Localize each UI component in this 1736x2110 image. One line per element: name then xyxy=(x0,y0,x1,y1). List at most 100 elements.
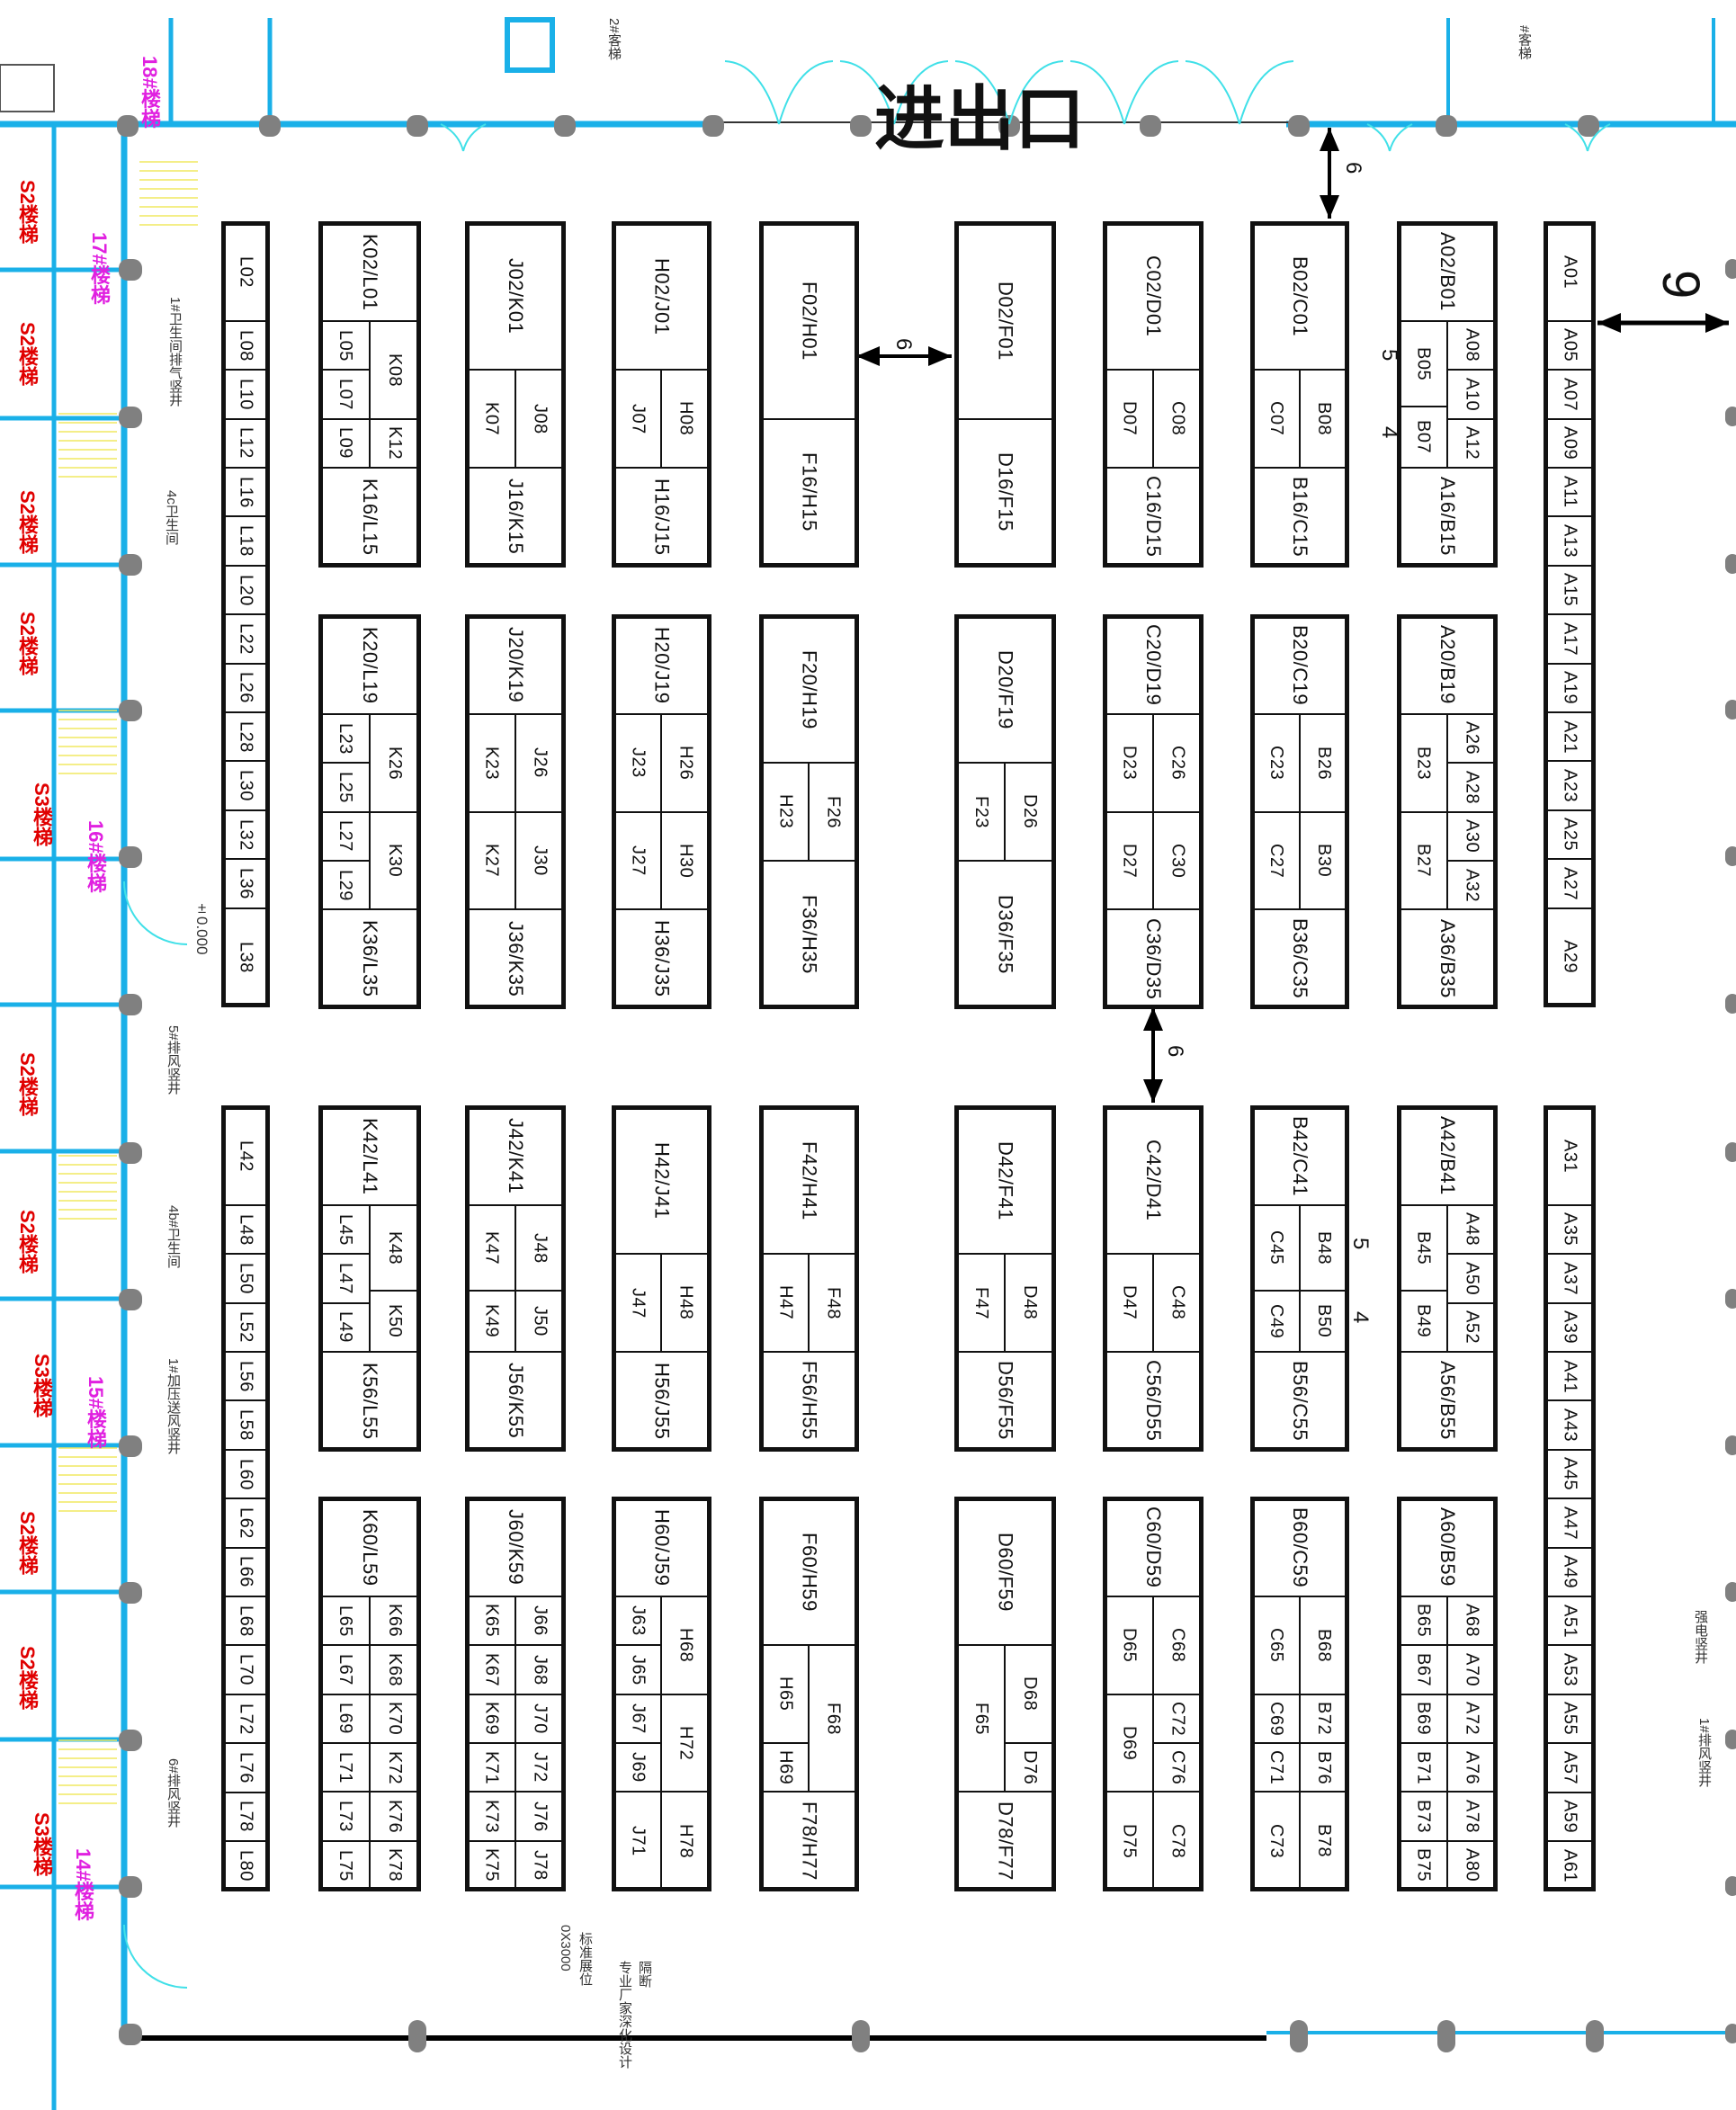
booth[interactable]: F16/H15 xyxy=(760,417,858,567)
booth[interactable]: A21 xyxy=(1544,711,1595,763)
booth[interactable]: J65 xyxy=(613,1644,663,1695)
booth[interactable]: B78 xyxy=(1298,1791,1348,1891)
booth[interactable]: F68 xyxy=(808,1644,858,1793)
booth[interactable]: A52 xyxy=(1445,1301,1497,1353)
booth[interactable]: A19 xyxy=(1544,662,1595,713)
booth[interactable]: A01 xyxy=(1544,222,1595,322)
booth[interactable]: K12 xyxy=(368,417,420,469)
booth[interactable]: K66 xyxy=(368,1595,420,1647)
booth[interactable]: K70 xyxy=(368,1693,420,1744)
booth[interactable]: L27 xyxy=(319,810,371,862)
booth[interactable]: F20/H19 xyxy=(760,615,858,764)
booth[interactable]: L26 xyxy=(222,662,269,713)
booth[interactable]: B27 xyxy=(1398,810,1449,911)
booth[interactable]: A26 xyxy=(1445,712,1497,764)
booth[interactable]: J78 xyxy=(514,1839,565,1891)
booth[interactable]: A05 xyxy=(1544,319,1595,371)
booth[interactable]: J16/K15 xyxy=(466,467,565,567)
booth[interactable]: L50 xyxy=(222,1253,269,1304)
booth[interactable]: A31 xyxy=(1544,1106,1595,1206)
booth[interactable]: B07 xyxy=(1398,406,1449,469)
booth[interactable]: A09 xyxy=(1544,417,1595,469)
booth[interactable]: A55 xyxy=(1544,1693,1595,1745)
booth[interactable]: K08 xyxy=(368,319,420,420)
booth[interactable]: L07 xyxy=(319,369,371,420)
booth[interactable]: J68 xyxy=(514,1644,565,1695)
booth[interactable]: C16/D15 xyxy=(1104,467,1203,567)
booth[interactable]: B16/C15 xyxy=(1251,467,1348,567)
booth[interactable]: B20/C19 xyxy=(1251,615,1348,715)
booth[interactable]: H48 xyxy=(660,1253,711,1353)
booth[interactable]: K36/L35 xyxy=(319,908,420,1009)
booth[interactable]: D16/F15 xyxy=(955,417,1055,567)
booth[interactable]: J76 xyxy=(514,1791,565,1842)
booth[interactable]: B65 xyxy=(1398,1595,1449,1647)
booth[interactable]: C78 xyxy=(1151,1791,1203,1891)
booth[interactable]: F56/H55 xyxy=(760,1351,858,1451)
booth[interactable]: L18 xyxy=(222,515,269,567)
booth[interactable]: H78 xyxy=(660,1791,711,1891)
booth[interactable]: A08 xyxy=(1445,319,1497,371)
booth[interactable]: H23 xyxy=(760,762,810,862)
booth[interactable]: J48 xyxy=(514,1203,565,1292)
booth[interactable]: J70 xyxy=(514,1693,565,1744)
booth[interactable]: A32 xyxy=(1445,860,1497,911)
booth[interactable]: B68 xyxy=(1298,1595,1348,1695)
booth[interactable]: J08 xyxy=(514,369,565,469)
booth[interactable]: L10 xyxy=(222,369,269,420)
booth[interactable]: L02 xyxy=(222,222,269,322)
booth[interactable]: A27 xyxy=(1544,858,1595,909)
booth[interactable]: A35 xyxy=(1544,1203,1595,1256)
booth[interactable]: D36/F35 xyxy=(955,860,1055,1009)
booth[interactable]: H26 xyxy=(660,712,711,813)
booth[interactable]: L72 xyxy=(222,1693,269,1745)
booth[interactable]: A37 xyxy=(1544,1253,1595,1304)
booth[interactable]: A48 xyxy=(1445,1203,1497,1256)
booth[interactable]: L52 xyxy=(222,1301,269,1353)
booth[interactable]: D60/F59 xyxy=(955,1498,1055,1647)
booth[interactable]: C20/D19 xyxy=(1104,615,1203,715)
booth[interactable]: L65 xyxy=(319,1595,371,1647)
booth[interactable]: A78 xyxy=(1445,1791,1497,1842)
booth[interactable]: K50 xyxy=(368,1290,420,1353)
booth[interactable]: A70 xyxy=(1445,1644,1497,1695)
booth[interactable]: D56/F55 xyxy=(955,1351,1055,1451)
booth[interactable]: A51 xyxy=(1544,1596,1595,1647)
booth[interactable]: D78/F77 xyxy=(955,1791,1055,1891)
booth[interactable]: L66 xyxy=(222,1546,269,1597)
booth[interactable]: B30 xyxy=(1298,810,1348,911)
booth[interactable]: L25 xyxy=(319,762,371,813)
booth[interactable]: J60/K59 xyxy=(466,1498,565,1597)
booth[interactable]: J63 xyxy=(613,1595,663,1647)
booth[interactable]: J20/K19 xyxy=(466,615,565,715)
booth[interactable]: L67 xyxy=(319,1644,371,1695)
booth[interactable]: L32 xyxy=(222,809,269,861)
booth[interactable]: B75 xyxy=(1398,1839,1449,1891)
booth[interactable]: K75 xyxy=(466,1839,517,1891)
booth[interactable]: J42/K41 xyxy=(466,1106,565,1206)
booth[interactable]: K68 xyxy=(368,1644,420,1695)
booth[interactable]: A56/B55 xyxy=(1398,1351,1497,1451)
booth[interactable]: L56 xyxy=(222,1351,269,1402)
booth[interactable]: J67 xyxy=(613,1693,663,1744)
booth[interactable]: K30 xyxy=(368,810,420,911)
booth[interactable]: B02/C01 xyxy=(1251,222,1348,371)
booth[interactable]: J71 xyxy=(613,1791,663,1891)
booth[interactable]: F48 xyxy=(808,1253,858,1353)
booth[interactable]: F65 xyxy=(955,1644,1007,1793)
booth[interactable]: K78 xyxy=(368,1839,420,1891)
booth[interactable]: K27 xyxy=(466,810,517,911)
booth[interactable]: K67 xyxy=(466,1644,517,1695)
booth[interactable]: J36/K35 xyxy=(466,908,565,1009)
booth[interactable]: H20/J19 xyxy=(613,615,711,715)
booth[interactable]: F78/H77 xyxy=(760,1791,858,1891)
booth[interactable]: B08 xyxy=(1298,369,1348,469)
booth[interactable]: F02/H01 xyxy=(760,222,858,420)
booth[interactable]: L20 xyxy=(222,564,269,616)
booth[interactable]: A11 xyxy=(1544,467,1595,518)
booth[interactable]: A12 xyxy=(1445,417,1497,469)
booth[interactable]: H30 xyxy=(660,810,711,911)
booth[interactable]: L08 xyxy=(222,319,269,371)
booth[interactable]: L42 xyxy=(222,1106,269,1206)
booth[interactable]: K47 xyxy=(466,1203,517,1292)
